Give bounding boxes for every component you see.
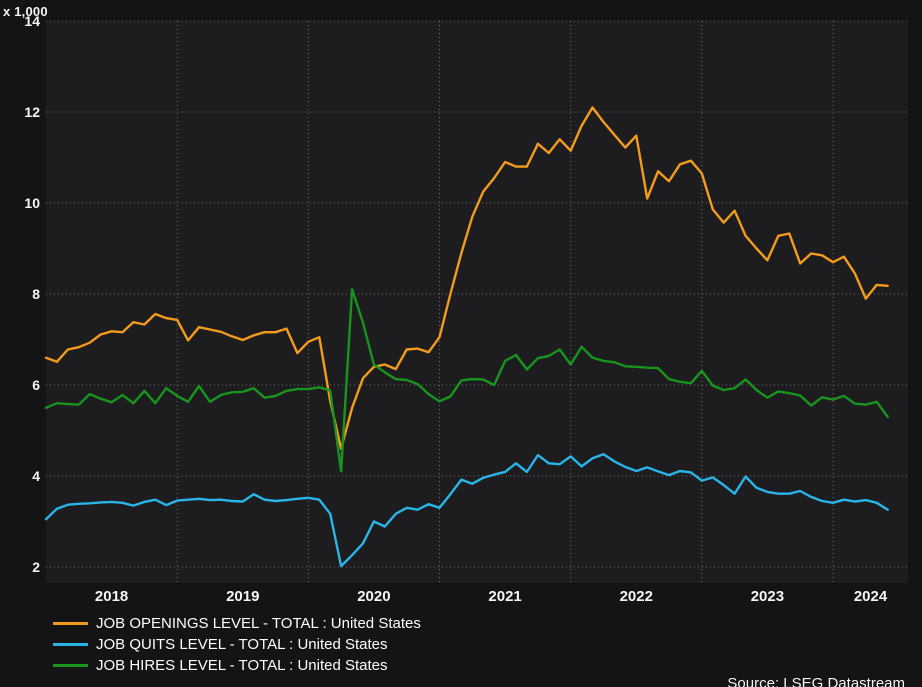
legend-label: JOB HIRES LEVEL - TOTAL : United States xyxy=(96,657,388,674)
legend-item: JOB HIRES LEVEL - TOTAL : United States xyxy=(53,655,421,676)
legend-swatch-quits xyxy=(53,643,88,646)
x-tick-label: 2024 xyxy=(853,588,888,605)
legend-item: JOB QUITS LEVEL - TOTAL : United States xyxy=(53,634,421,655)
y-tick-label: 6 xyxy=(32,377,40,393)
series-line-hires xyxy=(44,288,889,473)
legend-swatch-hires xyxy=(53,664,88,667)
x-tick-label: 2022 xyxy=(619,588,653,605)
plot-area xyxy=(46,21,908,583)
y-tick-label: 4 xyxy=(32,468,40,484)
source-note: Source: LSEG Datastream xyxy=(727,675,905,687)
series-line-quits xyxy=(44,453,889,568)
legend: JOB OPENINGS LEVEL - TOTAL : United Stat… xyxy=(53,613,421,676)
x-tick-label: 2018 xyxy=(94,588,129,605)
x-tick-label: 2021 xyxy=(488,588,522,605)
legend-swatch-openings xyxy=(53,622,88,625)
y-axis-multiplier-label: x 1,000 xyxy=(3,4,48,19)
y-tick-label: 2 xyxy=(32,559,40,575)
y-tick-label: 14 xyxy=(24,13,40,29)
y-tick-label: 12 xyxy=(24,104,40,120)
legend-label: JOB OPENINGS LEVEL - TOTAL : United Stat… xyxy=(96,615,421,632)
y-tick-label: 10 xyxy=(24,195,40,211)
x-tick-label: 2019 xyxy=(226,588,260,605)
x-tick-label: 2023 xyxy=(750,588,785,605)
x-tick-label: 2020 xyxy=(357,588,391,605)
y-tick-label: 8 xyxy=(32,286,40,302)
legend-item: JOB OPENINGS LEVEL - TOTAL : United Stat… xyxy=(53,613,421,634)
series-line-openings xyxy=(44,106,889,450)
legend-label: JOB QUITS LEVEL - TOTAL : United States xyxy=(96,636,388,653)
